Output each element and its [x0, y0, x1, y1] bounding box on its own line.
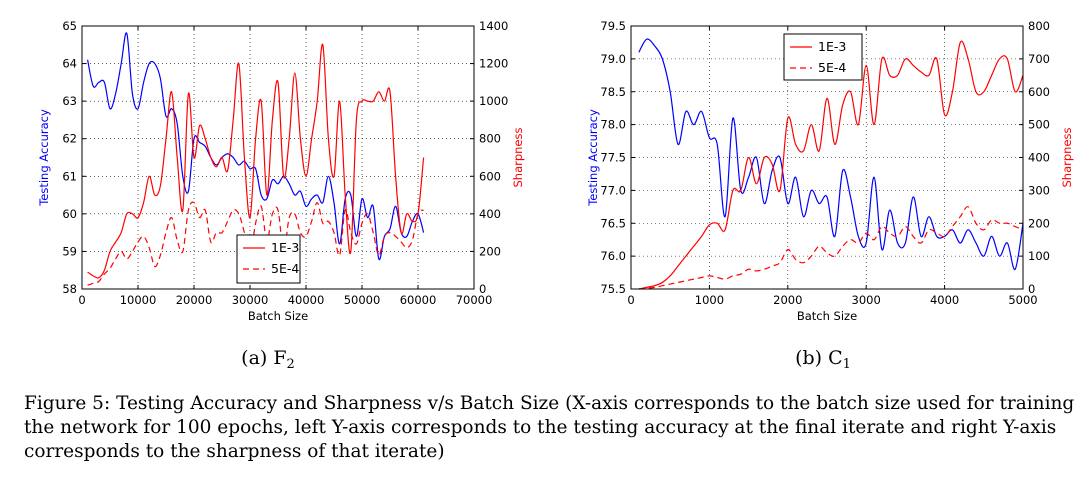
- y-right-tick-label: 1400: [479, 19, 508, 33]
- subcaption-b-subscript: 1: [843, 357, 851, 372]
- ticks-a: 0 10000 20000 30000 40000 50000 60000 700005859…: [62, 19, 508, 307]
- y-right-tick-label: 600: [1028, 85, 1050, 99]
- x-tick-label: 20000: [176, 293, 213, 307]
- accuracy-line: [87, 32, 425, 261]
- y-left-tick-label: 77.5: [600, 151, 626, 165]
- chart-panel-b: 0 1000 2000 3000 4000 500075.576.076.577.077.…: [586, 19, 1074, 372]
- series-group-b: [638, 38, 1024, 290]
- y-left-tick-label: 65: [62, 19, 77, 33]
- x-axis-label-b: Batch Size: [797, 309, 857, 323]
- y-right-tick-label: 200: [479, 244, 501, 258]
- x-tick-label: 70000: [456, 293, 493, 307]
- subcaption-a: (a) F2: [241, 347, 295, 372]
- sharpness-line-1e-3: [87, 43, 425, 279]
- sharpness-line-1e-3: [638, 40, 1024, 290]
- subcaption-a-text: (a) F: [241, 347, 286, 369]
- y-left-tick-label: 59: [62, 244, 77, 258]
- subcaption-b-text: (b) C: [795, 347, 843, 369]
- figure-caption: Figure 5: Testing Accuracy and Sharpness…: [24, 393, 1075, 462]
- y-left-tick-label: 61: [62, 169, 77, 183]
- y-right-tick-label: 800: [479, 132, 501, 146]
- y-left-tick-label: 58: [62, 282, 77, 296]
- legend-label-5e-4-a: 5E-4: [271, 261, 299, 276]
- subcaption-b: (b) C1: [795, 347, 851, 372]
- y-right-tick-label: 700: [1028, 52, 1050, 66]
- y-left-tick-label: 76.0: [600, 249, 626, 263]
- y-right-tick-label: 100: [1028, 249, 1050, 263]
- accuracy-line: [638, 38, 1024, 270]
- y-right-tick-label: 800: [1028, 19, 1050, 33]
- y-right-tick-label: 200: [1028, 216, 1050, 230]
- legend-a: 1E-3 5E-4: [236, 234, 301, 284]
- x-tick-label: 5000: [1008, 293, 1037, 307]
- x-tick-label: 0: [627, 293, 634, 307]
- sharpness-line-5e-4: [87, 201, 424, 286]
- sharpness-line-5e-4: [638, 206, 1024, 290]
- y-left-tick-label: 78.0: [600, 118, 626, 132]
- y-right-tick-label: 300: [1028, 183, 1050, 197]
- x-tick-label: 10000: [120, 293, 157, 307]
- series-group-a: [87, 32, 425, 286]
- y-left-tick-label: 76.5: [600, 216, 626, 230]
- x-tick-label: 4000: [930, 293, 959, 307]
- x-tick-label: 40000: [288, 293, 325, 307]
- y-right-tick-label: 1200: [479, 57, 508, 71]
- y-right-tick-label: 0: [479, 282, 486, 296]
- y-right-tick-label: 600: [479, 169, 501, 183]
- y-left-tick-label: 63: [62, 94, 77, 108]
- x-tick-label: 50000: [344, 293, 381, 307]
- y-axis-right-label-b: Sharpness: [1060, 127, 1074, 187]
- legend-label-1e-3-b: 1E-3: [818, 39, 846, 54]
- legend-box-b: [783, 33, 863, 81]
- y-right-tick-label: 400: [1028, 151, 1050, 165]
- x-tick-label: 1000: [695, 293, 724, 307]
- legend-label-1e-3-a: 1E-3: [271, 240, 299, 255]
- x-tick-label: 2000: [773, 293, 802, 307]
- legend-box-a: [236, 234, 301, 284]
- subcaption-a-subscript: 2: [287, 357, 295, 372]
- legend-label-5e-4-b: 5E-4: [818, 60, 846, 75]
- x-tick-label: 0: [78, 293, 85, 307]
- plot-frame-a: [81, 25, 475, 290]
- y-left-tick-label: 64: [62, 57, 77, 71]
- x-tick-label: 60000: [400, 293, 437, 307]
- y-left-tick-label: 62: [62, 132, 77, 146]
- y-axis-right-label-a: Sharpness: [511, 127, 525, 187]
- x-tick-label: 30000: [232, 293, 269, 307]
- legend-b: 1E-3 5E-4: [783, 33, 863, 81]
- chart-panel-a: 0 10000 20000 30000 40000 50000 60000 700005859…: [37, 19, 525, 372]
- y-axis-left-label-a: Testing Accuracy: [37, 109, 51, 207]
- y-right-tick-label: 500: [1028, 118, 1050, 132]
- y-left-tick-label: 60: [62, 207, 77, 221]
- y-right-tick-label: 400: [479, 207, 501, 221]
- y-left-tick-label: 77.0: [600, 183, 626, 197]
- y-left-tick-label: 79.0: [600, 52, 626, 66]
- y-left-tick-label: 79.5: [600, 19, 626, 33]
- y-right-tick-label: 0: [1028, 282, 1035, 296]
- x-tick-label: 3000: [852, 293, 881, 307]
- y-left-tick-label: 78.5: [600, 85, 626, 99]
- y-left-tick-label: 75.5: [600, 282, 626, 296]
- y-axis-left-label-b: Testing Accuracy: [586, 109, 600, 207]
- x-axis-label-a: Batch Size: [248, 309, 308, 323]
- ticks-b: 0 1000 2000 3000 4000 500075.576.076.577.077.…: [600, 19, 1050, 307]
- y-right-tick-label: 1000: [479, 94, 508, 108]
